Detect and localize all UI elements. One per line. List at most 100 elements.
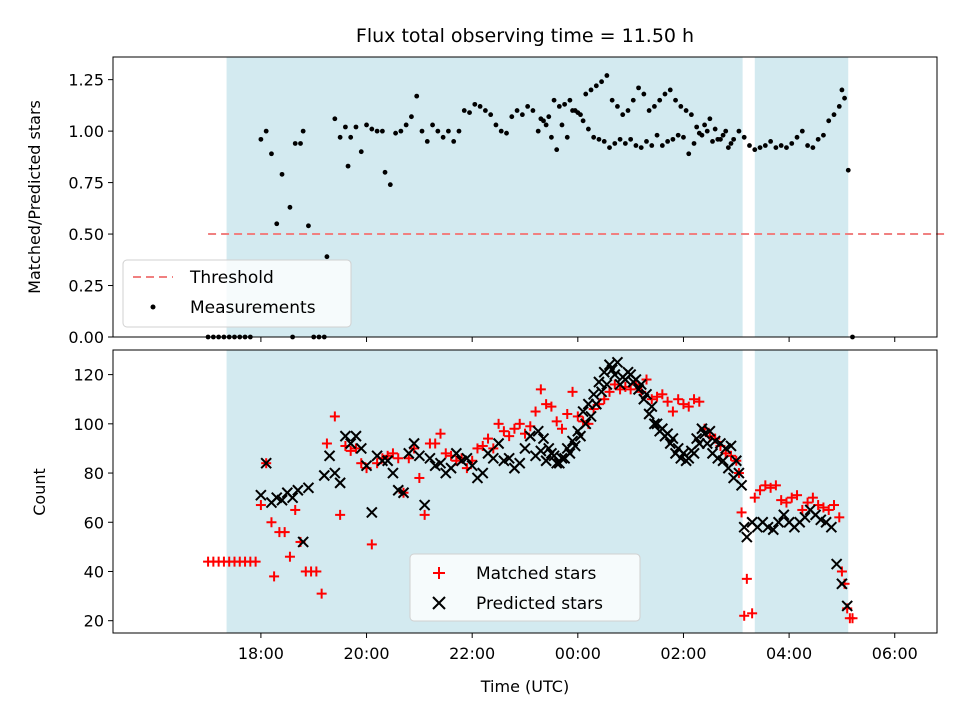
measurement-point xyxy=(440,134,446,140)
matched-star-point xyxy=(657,389,668,400)
predicted-star-point xyxy=(593,376,605,388)
predicted-star-point xyxy=(741,531,753,543)
matched-star-point xyxy=(673,394,684,405)
matched-star-point xyxy=(321,438,332,449)
predicted-star-point xyxy=(355,442,367,455)
measurement-point xyxy=(337,134,343,140)
measurement-point xyxy=(570,108,575,113)
predicted-star-point xyxy=(344,437,357,450)
predicted-star-point xyxy=(366,506,378,519)
measurement-point xyxy=(688,112,694,118)
measurement-point xyxy=(662,91,668,97)
matched-star-point xyxy=(823,504,834,515)
y-tick-label: 0.50 xyxy=(68,225,104,244)
measurement-point xyxy=(556,104,562,109)
top-panel: 0.00 0.25 0.50 0.75 1.00 1.25 Flux total obse… xyxy=(25,25,948,347)
predicted-star-point xyxy=(477,467,489,479)
y-tick-label: 1.00 xyxy=(68,122,104,141)
measurement-point xyxy=(575,110,581,115)
predicted-star-point xyxy=(725,440,737,452)
measurement-point xyxy=(379,128,385,134)
measurement-point xyxy=(773,145,779,150)
predicted-star-point xyxy=(580,418,592,430)
x-tick-label: 20:00 xyxy=(343,644,389,663)
y-tick-label: 1.25 xyxy=(68,71,104,90)
matched-star-point xyxy=(792,490,803,501)
matched-star-point xyxy=(749,492,760,503)
matched-star-point xyxy=(509,423,520,434)
measurement-point xyxy=(583,91,589,97)
measurement-point xyxy=(630,97,636,103)
measurement-point xyxy=(831,112,837,118)
predicted-star-point xyxy=(680,455,692,467)
measurement-point xyxy=(530,108,536,113)
predicted-star-point xyxy=(659,430,671,442)
measurement-point xyxy=(467,110,472,115)
matched-star-point xyxy=(678,399,689,410)
matched-star-point xyxy=(781,497,792,508)
measurement-point xyxy=(644,139,649,144)
predicted-star-point xyxy=(537,432,550,445)
shaded-region xyxy=(754,350,849,633)
measurement-point xyxy=(509,114,515,120)
measurement-point xyxy=(543,122,549,128)
measurement-point xyxy=(343,124,348,130)
matched-star-point xyxy=(440,448,451,459)
measurement-point xyxy=(757,145,763,150)
predicted-star-point xyxy=(260,457,272,469)
predicted-star-point xyxy=(564,447,576,460)
matched-star-point xyxy=(641,374,652,385)
measurement-point xyxy=(525,104,531,109)
matched-star-point xyxy=(435,428,446,439)
measurement-point xyxy=(287,204,293,210)
predicted-star-point xyxy=(503,452,515,464)
matched-star-point xyxy=(694,396,705,407)
measurement-point xyxy=(298,141,303,146)
measurement-point xyxy=(712,126,718,132)
legend-matched-swatch xyxy=(433,567,445,579)
legend-threshold-label: Threshold xyxy=(189,268,274,288)
matched-star-point xyxy=(498,426,509,437)
matched-star-point xyxy=(646,394,657,405)
predicted-star-point xyxy=(543,442,555,455)
measurement-point xyxy=(649,143,655,148)
measurement-point xyxy=(374,128,380,134)
measurement-point xyxy=(274,221,280,227)
measurement-point xyxy=(546,114,552,120)
measurement-point xyxy=(681,134,686,140)
measurement-point xyxy=(599,79,604,85)
measurement-point xyxy=(559,122,565,128)
measurement-point xyxy=(551,97,557,103)
matched-star-point xyxy=(760,480,771,491)
matched-star-point xyxy=(250,556,261,567)
measurement-point xyxy=(805,143,810,148)
measurement-point xyxy=(292,141,298,146)
measurement-point xyxy=(720,132,726,138)
predicted-star-point xyxy=(574,430,587,442)
measurement-point xyxy=(741,134,747,140)
predicted-star-point xyxy=(329,467,341,479)
measurement-point xyxy=(641,91,647,97)
measurement-point xyxy=(461,108,467,113)
measurement-point xyxy=(646,108,652,113)
matched-star-point xyxy=(316,588,327,599)
bottom-legend: Matched stars Predicted stars xyxy=(409,553,641,622)
matched-star-point xyxy=(541,399,552,410)
predicted-star-point xyxy=(350,430,362,442)
matched-star-point xyxy=(683,401,694,412)
measurement-point xyxy=(657,97,663,103)
bottom-y-axis-label: Count xyxy=(30,468,49,516)
matched-star-point xyxy=(266,517,277,528)
predicted-star-point xyxy=(587,388,600,401)
measurement-point xyxy=(549,134,554,140)
predicted-star-point xyxy=(696,423,708,435)
measurement-point xyxy=(799,128,805,134)
matched-star-point xyxy=(556,423,567,434)
measurement-point xyxy=(789,141,795,146)
matched-star-point xyxy=(269,571,280,582)
y-tick-label: 0.75 xyxy=(68,174,104,193)
measurement-point xyxy=(364,122,369,128)
measurement-point xyxy=(691,141,697,146)
measurement-point xyxy=(345,163,351,169)
matched-star-point xyxy=(366,539,377,550)
